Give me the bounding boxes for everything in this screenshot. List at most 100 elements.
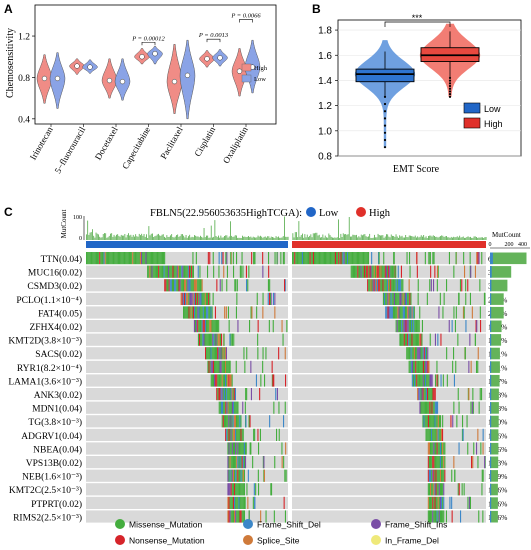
panel-c-top-mutcount-bar: [458, 237, 459, 240]
panel-c-mutation-cell: [191, 265, 193, 278]
panel-c-mutation-cell: [235, 510, 237, 523]
panel-c-mutation-cell: [467, 279, 469, 292]
panel-c-mutation-cell: [418, 347, 420, 360]
panel-c-mutation-cell: [438, 496, 440, 509]
panel-c-top-mutcount-bar: [443, 237, 445, 240]
panel-c-mutation-cell: [284, 469, 286, 482]
panel-c-mutation-cell: [433, 401, 435, 414]
panel-c-mutation-cell: [199, 292, 201, 305]
panel-c-mutation-cell: [433, 469, 435, 482]
panel-c-mutation-cell: [116, 252, 118, 265]
panel-c-mutation-cell: [283, 456, 285, 469]
panel-c-top-mutcount-bar: [479, 237, 481, 240]
panel-c-mutation-cell: [212, 333, 214, 346]
panel-c-mutation-cell: [235, 428, 237, 441]
panel-a-violin-low-median: [184, 72, 191, 79]
panel-c-mutation-cell: [213, 320, 215, 333]
panel-c-mutation-cell: [400, 320, 402, 333]
panel-c-mutation-cell: [220, 374, 222, 387]
panel-c-mutation-cell: [244, 496, 246, 509]
panel-c-top-mutcount-bar: [346, 234, 348, 240]
panel-a-violin-high-median: [74, 63, 80, 69]
panel-c-mutation-cell: [217, 360, 219, 373]
panel-c-gene-label: TTN(0.04): [41, 254, 82, 265]
panel-c-mutation-cell: [458, 483, 460, 496]
panel-c-mutation-cell: [317, 252, 319, 265]
panel-c-mutation-cell: [471, 401, 473, 414]
panel-c-top-mutcount-bar: [134, 236, 135, 240]
panel-c-mutation-cell: [226, 374, 228, 387]
panel-c-mutation-cell: [218, 320, 220, 333]
panel-c-mutation-cell: [400, 292, 402, 305]
panel-c-mutation-cell: [278, 347, 280, 360]
panel-c-mutation-cell: [383, 252, 385, 265]
panel-c-mutation-cell: [426, 415, 428, 428]
panel-c-mutation-cell: [185, 279, 187, 292]
panel-c-mutation-cell: [430, 456, 432, 469]
panel-c-mutation-cell: [89, 252, 91, 265]
panel-c-mutation-cell: [363, 252, 365, 265]
panel-c-mutation-cell: [443, 456, 445, 469]
panel-c-legend-dot: [371, 519, 381, 529]
panel-c-mutation-cell: [420, 401, 422, 414]
panel-c-mutation-cell: [203, 333, 205, 346]
panel-c-top-mutcount-bar: [449, 237, 451, 240]
panel-c-row-background: [292, 374, 486, 387]
panel-c-mutation-cell: [455, 252, 457, 265]
panel-c-mutation-cell: [216, 360, 218, 373]
panel-c-mutation-cell: [236, 279, 238, 292]
panel-c-mutation-cell: [474, 265, 476, 278]
panel-c-mutation-cell: [433, 510, 435, 523]
panel-c-mutation-cell: [434, 388, 436, 401]
panel-c-mutation-cell: [223, 333, 225, 346]
panel-c-mutation-cell: [230, 428, 232, 441]
panel-c-mutation-cell: [240, 469, 242, 482]
panel-c-mutation-cell: [481, 469, 483, 482]
panel-c-mutation-cell: [135, 252, 137, 265]
panel-c-mutation-cell: [439, 483, 441, 496]
panel-c-mutation-cell: [258, 483, 260, 496]
panel-c-mutation-cell: [173, 265, 175, 278]
panel-c-mutation-cell: [273, 510, 275, 523]
panel-c-mutation-cell: [164, 265, 166, 278]
panel-c-mutation-cell: [421, 320, 423, 333]
panel-c-top-mutcount-bar: [246, 236, 248, 240]
panel-c-mutation-cell: [189, 279, 191, 292]
panel-c-mutation-cell: [443, 483, 445, 496]
panel-c-mutation-cell: [230, 442, 232, 455]
panel-c-mutation-cell: [246, 483, 248, 496]
panel-c-top-mutcount-bar: [468, 237, 470, 240]
panel-c-top-mutcount-bar: [278, 236, 279, 240]
panel-c-mutation-cell: [160, 252, 162, 265]
panel-c-mutation-cell: [432, 496, 434, 509]
panel-c-mutation-cell: [423, 374, 425, 387]
panel-c-mutation-cell: [229, 456, 231, 469]
panel-c-mutation-cell: [437, 456, 439, 469]
panel-c-mutation-cell: [441, 456, 443, 469]
panel-c-mutation-cell: [252, 456, 254, 469]
panel-c-top-mutcount-bar: [190, 237, 192, 240]
panel-c-mutation-cell: [438, 483, 440, 496]
panel-c-mutation-cell: [441, 442, 443, 455]
panel-c-mutation-cell: [366, 265, 368, 278]
panel-c-mutation-cell: [446, 374, 448, 387]
panel-c-mutation-cell: [351, 252, 353, 265]
panel-c-top-mutcount-bar: [360, 234, 362, 240]
panel-c-mutation-cell: [127, 252, 129, 265]
panel-c-mutation-cell: [432, 483, 434, 496]
panel-c-mutation-cell: [381, 279, 383, 292]
panel-c-mutation-cell: [404, 292, 406, 305]
panel-c-top-mutcount-bar: [344, 234, 345, 240]
panel-c-mutation-cell: [229, 374, 231, 387]
panel-c-mutation-cell: [222, 347, 224, 360]
panel-c-mutation-cell: [225, 252, 227, 265]
panel-c-mutation-cell: [339, 252, 341, 265]
panel-c-mutation-cell: [430, 469, 432, 482]
panel-c-mutation-cell: [164, 279, 166, 292]
panel-a-legend-high: High: [254, 65, 268, 72]
panel-c-mutation-cell: [417, 388, 419, 401]
panel-c-top-mutcount-bar: [174, 236, 176, 240]
panel-c-mutation-cell: [406, 292, 408, 305]
panel-b-low-outlier: [383, 146, 387, 149]
panel-c-mutation-cell: [193, 320, 195, 333]
